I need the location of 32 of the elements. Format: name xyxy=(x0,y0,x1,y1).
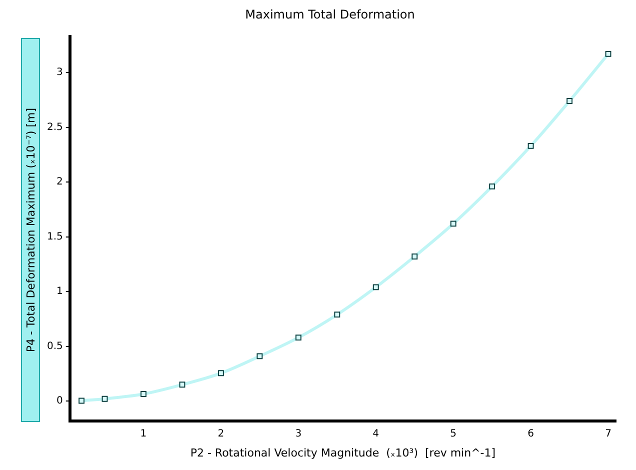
x-tick-label: 7 xyxy=(605,428,612,440)
y-tick-label: 2.5 xyxy=(46,122,63,133)
point xyxy=(605,50,612,57)
y-tick-label: 0.5 xyxy=(46,340,63,352)
point xyxy=(256,353,263,360)
x-tick-label: 2 xyxy=(218,428,224,440)
point xyxy=(489,183,496,190)
point xyxy=(566,98,572,104)
point xyxy=(295,334,302,341)
point xyxy=(102,396,108,402)
point xyxy=(179,382,186,388)
y-tick-label: 0 xyxy=(56,396,63,407)
x-axis-title: P2 - Rotational Velocity Magnitude (ₓ10³) [rev min^-1] xyxy=(190,446,496,460)
point xyxy=(218,370,224,376)
y-tick-label: 2 xyxy=(56,176,63,188)
x-tick-label: 1 xyxy=(140,428,147,440)
point xyxy=(334,312,340,318)
chart-title: Maximum Total Deformation xyxy=(245,7,415,22)
point xyxy=(450,220,456,227)
y-axis-title: P4 - Total Deformation Maximum (ₓ10⁻⁷) [m] xyxy=(24,108,37,352)
point xyxy=(140,390,146,397)
point xyxy=(372,284,379,290)
point xyxy=(412,254,418,260)
y-tick-label: 1 xyxy=(56,286,63,298)
point xyxy=(528,142,534,149)
x-tick-label: 3 xyxy=(295,428,302,440)
point xyxy=(78,398,84,404)
x-tick-label: 4 xyxy=(372,428,380,440)
x-tick-label: 6 xyxy=(528,428,534,440)
y-tick-label: 1.5 xyxy=(46,231,63,242)
y-tick-label: 3 xyxy=(56,67,63,78)
x-tick-label: 5 xyxy=(450,428,457,440)
